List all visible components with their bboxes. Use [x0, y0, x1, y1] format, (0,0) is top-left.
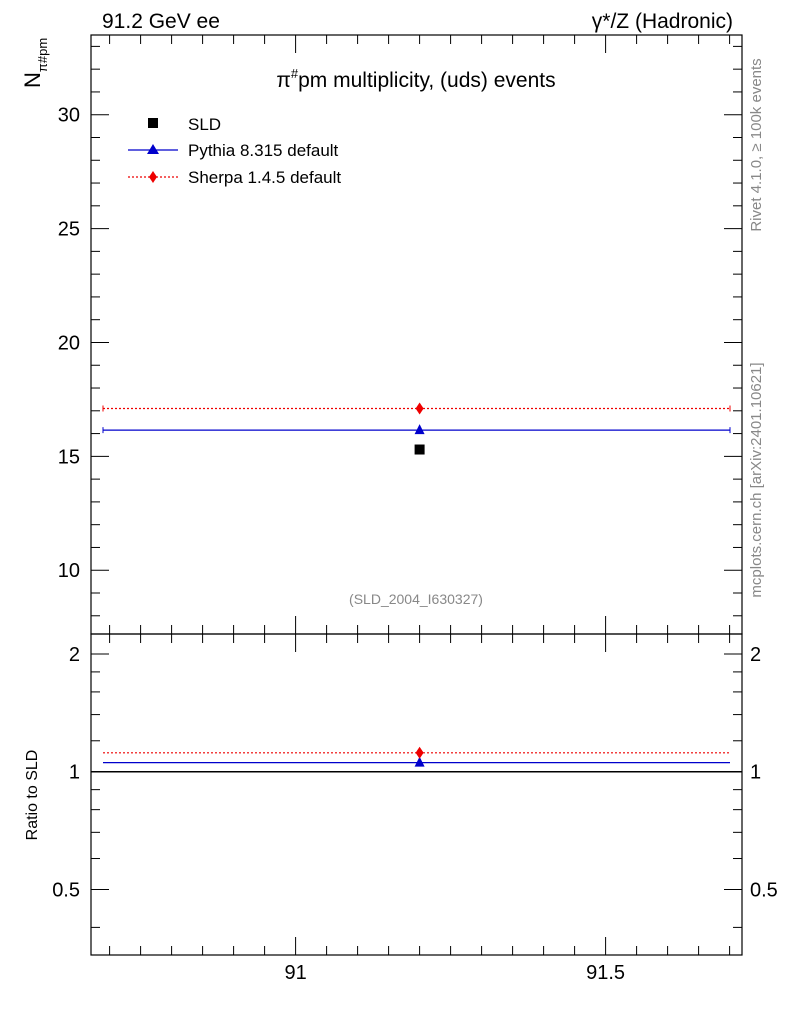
main-ytick-labels: 10 15 20 25 30: [58, 105, 80, 583]
ratio-y-tick-label-right: 0.5: [750, 879, 778, 901]
main-panel: 10 15 20 25 30 π#pm multiplicity, (uds) even…: [20, 34, 743, 635]
ratio-y-tick-label-left: 1: [69, 762, 80, 784]
process-label: γ*/Z (Hadronic): [592, 10, 733, 33]
ratio-pythia-marker: [414, 756, 425, 767]
y-tick-label: 10: [58, 560, 80, 582]
ratio-y-tick-label-left: 2: [69, 644, 80, 666]
legend: SLD Pythia 8.315 default Sherpa 1.4.5 de…: [128, 115, 341, 187]
title-sup: #: [291, 66, 299, 81]
mcplots-label: mcplots.cern.ch [arXiv:2401.10621]: [748, 362, 765, 597]
energy-label: 91.2 GeV ee: [102, 10, 220, 33]
pythia-marker: [414, 424, 425, 435]
ratio-series: [91, 746, 742, 773]
legend-label-sld: SLD: [188, 115, 221, 134]
main-series: [102, 402, 731, 455]
ratio-panel: 0.5 0.5 1 1 2 2 91 91.5 Ratio to SLD: [24, 633, 778, 984]
y-tick-label: 25: [58, 219, 80, 241]
rivet-label: Rivet 4.1.0, ≥ 100k events: [748, 58, 765, 231]
analysis-id: (SLD_2004_I630327): [349, 591, 483, 607]
legend-marker-pythia: [147, 144, 159, 154]
sherpa-marker: [415, 402, 424, 415]
y-tick-label: 20: [58, 332, 80, 354]
legend-marker-sld: [148, 118, 158, 128]
ylabel-n: N: [20, 72, 45, 88]
main-ylabel: Nπ#pm: [20, 38, 50, 88]
ylabel-sub: π#pm: [35, 38, 50, 72]
legend-marker-sherpa: [149, 171, 157, 183]
legend-label-pythia: Pythia 8.315 default: [188, 141, 339, 160]
ratio-y-tick-label-left: 0.5: [52, 879, 80, 901]
ratio-y-tick-label-right: 2: [750, 644, 761, 666]
x-tick-label: 91: [284, 962, 306, 984]
ratio-ylabel: Ratio to SLD: [24, 750, 41, 841]
legend-label-sherpa: Sherpa 1.4.5 default: [188, 168, 341, 187]
ratio-ticks: [91, 634, 742, 955]
main-ticks: [91, 35, 742, 634]
sld-marker: [414, 444, 425, 455]
title-pi: π: [276, 69, 291, 92]
ratio-frame: [90, 633, 743, 956]
ratio-y-tick-label-right: 1: [750, 762, 761, 784]
title-rest: pm multiplicity, (uds) events: [298, 69, 556, 92]
xtick-labels: 91 91.5: [284, 962, 625, 984]
chart-title: π#pm multiplicity, (uds) events: [276, 66, 555, 92]
y-tick-label: 30: [58, 105, 80, 127]
ratio-sherpa-marker: [415, 746, 424, 759]
ratio-ytick-labels: 0.5 0.5 1 1 2 2: [52, 644, 778, 901]
y-tick-label: 15: [58, 446, 80, 468]
x-tick-label: 91.5: [586, 962, 625, 984]
